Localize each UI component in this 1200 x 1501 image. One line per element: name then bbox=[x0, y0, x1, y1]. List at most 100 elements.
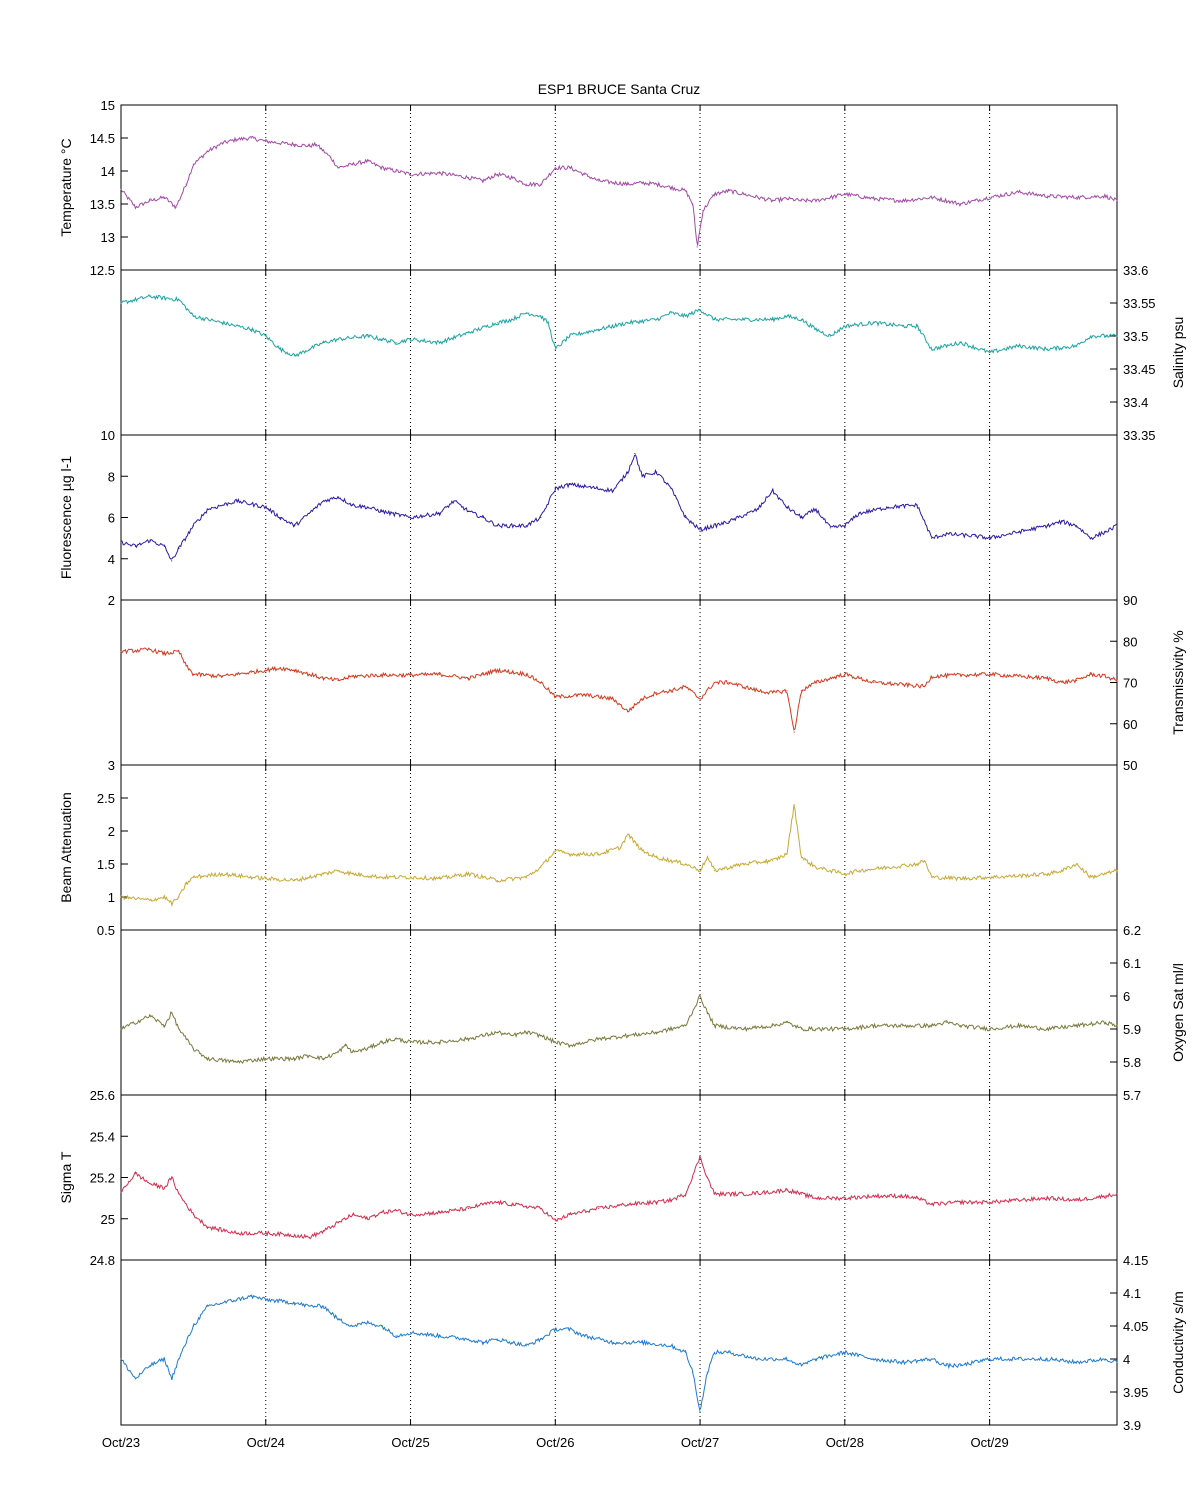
y-tick-label: 13 bbox=[101, 230, 115, 245]
data-point bbox=[467, 1338, 470, 1340]
data-point bbox=[250, 1295, 252, 1297]
data-point bbox=[728, 190, 730, 192]
y-tick-label: 15 bbox=[101, 98, 115, 113]
data-point bbox=[583, 173, 585, 175]
data-point bbox=[511, 318, 513, 321]
data-point bbox=[771, 860, 774, 862]
data-point bbox=[960, 1201, 962, 1203]
x-tick-label: Oct/29 bbox=[970, 1435, 1008, 1450]
data-point bbox=[634, 452, 636, 455]
y-tick-label: 5.7 bbox=[1123, 1088, 1141, 1103]
data-point bbox=[554, 167, 556, 169]
y-tick-label: 0.5 bbox=[97, 923, 115, 938]
data-point bbox=[960, 342, 962, 344]
data-point bbox=[496, 669, 498, 671]
data-point bbox=[337, 167, 339, 169]
data-point bbox=[438, 512, 441, 514]
data-point bbox=[337, 1051, 339, 1053]
data-point bbox=[887, 866, 889, 868]
data-point bbox=[829, 527, 831, 529]
y-tick-label: 25.4 bbox=[90, 1129, 115, 1144]
y-axis-title: Salinity psu bbox=[1170, 317, 1186, 389]
data-point bbox=[1075, 679, 1078, 682]
data-point bbox=[438, 172, 441, 174]
y-tick-label: 33.35 bbox=[1123, 428, 1156, 443]
data-point bbox=[163, 1358, 166, 1360]
y-tick-label: 5.8 bbox=[1123, 1055, 1141, 1070]
data-point bbox=[1090, 673, 1092, 675]
data-point bbox=[989, 537, 991, 539]
data-point bbox=[916, 1197, 918, 1199]
data-point bbox=[366, 506, 368, 508]
data-point bbox=[641, 850, 643, 852]
data-point bbox=[250, 876, 252, 878]
data-point bbox=[742, 863, 745, 865]
data-point bbox=[699, 309, 701, 311]
data-series-line bbox=[120, 135, 1118, 246]
data-point bbox=[171, 1176, 173, 1179]
data-point bbox=[583, 1335, 585, 1337]
panel-frame bbox=[120, 929, 1118, 1096]
data-point bbox=[323, 1230, 325, 1232]
data-point bbox=[352, 1214, 354, 1216]
data-point bbox=[409, 516, 412, 519]
data-point bbox=[1046, 1358, 1049, 1360]
data-point bbox=[786, 315, 788, 317]
data-point bbox=[902, 1361, 904, 1363]
data-point bbox=[1046, 677, 1049, 679]
data-point bbox=[1046, 195, 1049, 197]
data-point bbox=[699, 698, 701, 700]
data-point bbox=[829, 196, 831, 198]
data-point bbox=[496, 1031, 498, 1033]
data-point bbox=[786, 198, 788, 200]
data-point bbox=[974, 535, 976, 537]
data-point bbox=[149, 1365, 151, 1367]
data-point bbox=[395, 1209, 397, 1212]
data-point bbox=[185, 665, 187, 667]
panel-frame bbox=[120, 764, 1118, 931]
data-point bbox=[800, 1028, 803, 1030]
data-point bbox=[221, 873, 223, 875]
y-tick-label: 25.2 bbox=[90, 1171, 115, 1186]
data-point bbox=[192, 876, 194, 878]
y-axis-title: Temperature °C bbox=[58, 138, 74, 236]
data-point bbox=[945, 345, 947, 347]
data-point bbox=[265, 1299, 267, 1301]
y-tick-label: 2 bbox=[108, 824, 115, 839]
data-point bbox=[453, 500, 455, 502]
y-tick-label: 24.8 bbox=[90, 1253, 115, 1268]
data-point bbox=[793, 731, 795, 733]
y-tick-label: 3.95 bbox=[1123, 1385, 1148, 1400]
data-point bbox=[265, 1232, 267, 1234]
data-point bbox=[511, 1035, 513, 1037]
data-point bbox=[728, 521, 730, 523]
data-point bbox=[366, 1322, 368, 1324]
data-point bbox=[989, 196, 991, 198]
data-point bbox=[511, 671, 513, 673]
data-point bbox=[684, 1193, 687, 1195]
data-point bbox=[1075, 1199, 1078, 1201]
data-point bbox=[525, 1031, 527, 1033]
data-point bbox=[163, 896, 166, 898]
data-point bbox=[1104, 195, 1107, 197]
data-point bbox=[692, 203, 694, 205]
data-point bbox=[171, 1378, 173, 1380]
data-point bbox=[149, 295, 151, 297]
data-point bbox=[706, 856, 708, 859]
data-point bbox=[684, 190, 687, 192]
data-point bbox=[380, 1041, 383, 1043]
x-tick-label: Oct/23 bbox=[102, 1435, 140, 1450]
data-point bbox=[467, 332, 470, 334]
data-point bbox=[1104, 1195, 1107, 1197]
data-point bbox=[844, 525, 846, 527]
data-point bbox=[815, 200, 817, 202]
data-point bbox=[627, 471, 629, 473]
data-point bbox=[236, 138, 238, 140]
data-point bbox=[236, 1299, 238, 1301]
data-series-line bbox=[120, 454, 1118, 560]
data-point bbox=[931, 1358, 933, 1360]
data-point bbox=[323, 873, 325, 875]
data-point bbox=[192, 673, 194, 675]
data-point bbox=[207, 1058, 209, 1060]
data-point bbox=[728, 1351, 730, 1353]
